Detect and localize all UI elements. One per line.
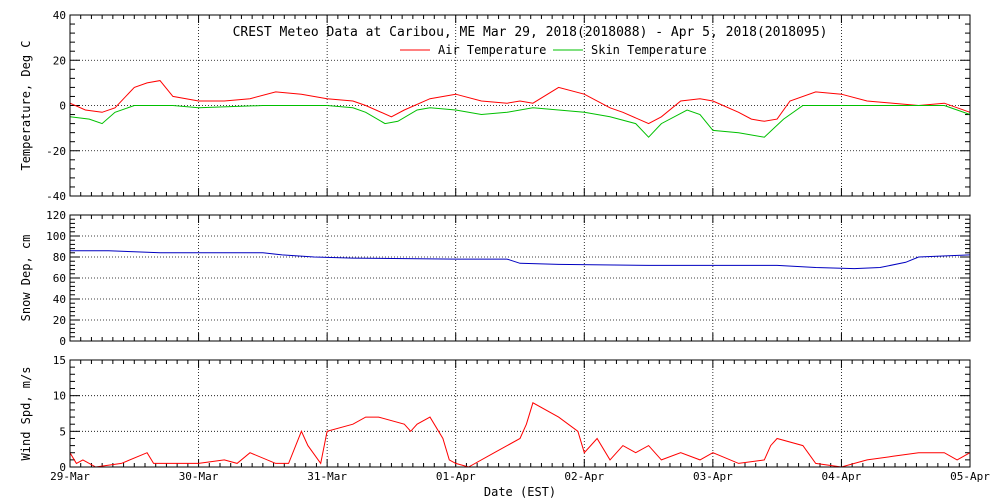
- y-tick-label: 20: [53, 314, 66, 327]
- y-tick-label: 60: [53, 272, 66, 285]
- series-line-0-0: [69, 80, 971, 125]
- y-tick-label: -40: [46, 190, 66, 203]
- y-tick-label: 100: [46, 230, 66, 243]
- y-axis-label: Temperature, Deg C: [19, 40, 33, 170]
- x-axis-label: Date (EST): [484, 485, 556, 499]
- x-axis: 29-Mar 30-Mar 31-Mar 01-Apr 02-Apr 03-Apr 04-A…: [50, 470, 990, 483]
- x-tick-label: 05-Apr: [950, 470, 990, 483]
- y-tick-label: 120: [46, 209, 66, 222]
- x-tick-label: 03-Apr: [693, 470, 733, 483]
- y-axis-label: Snow Dep, cm: [19, 235, 33, 322]
- y-tick-label: 20: [53, 54, 66, 67]
- y-tick-label: 80: [53, 251, 66, 264]
- plot-frame: [69, 359, 971, 468]
- y-tick-label: -20: [46, 145, 66, 158]
- wind-speed-panel: 0 5 10 15 Wind Spd, m/s: [19, 354, 971, 474]
- x-tick-label: 01-Apr: [436, 470, 476, 483]
- plot-frame: [69, 14, 971, 197]
- series-line-0-1: [69, 105, 971, 138]
- temperature-panel: -40 -20 0 20 40 Temperature, Deg C: [19, 9, 971, 203]
- y-tick-label: 0: [59, 461, 66, 474]
- x-tick-label: 02-Apr: [564, 470, 604, 483]
- y-tick-label: 15: [53, 354, 66, 367]
- y-tick-label: 5: [59, 425, 66, 438]
- series-line-1-0: [70, 250, 971, 270]
- y-tick-label: 0: [59, 100, 66, 113]
- legend: Air Temperature Skin Temperature: [400, 43, 707, 57]
- series-line-2-0: [69, 402, 971, 468]
- x-tick-label: 04-Apr: [822, 470, 862, 483]
- legend-air-label: Air Temperature: [438, 43, 546, 57]
- chart-title: CREST Meteo Data at Caribou, ME Mar 29, …: [233, 25, 828, 40]
- x-tick-label: 29-Mar: [50, 470, 90, 483]
- snow-depth-panel: 0 20 40 60 80 100 120 Snow Dep, cm: [19, 209, 971, 348]
- legend-skin-label: Skin Temperature: [591, 43, 707, 57]
- y-tick-label: 40: [53, 293, 66, 306]
- plot-frame: [69, 214, 971, 342]
- x-tick-label: 31-Mar: [307, 470, 347, 483]
- y-axis-label: Wind Spd, m/s: [19, 367, 33, 461]
- y-tick-label: 40: [53, 9, 66, 22]
- x-tick-label: 30-Mar: [179, 470, 219, 483]
- y-tick-label: 0: [59, 335, 66, 348]
- y-tick-label: 10: [53, 390, 66, 403]
